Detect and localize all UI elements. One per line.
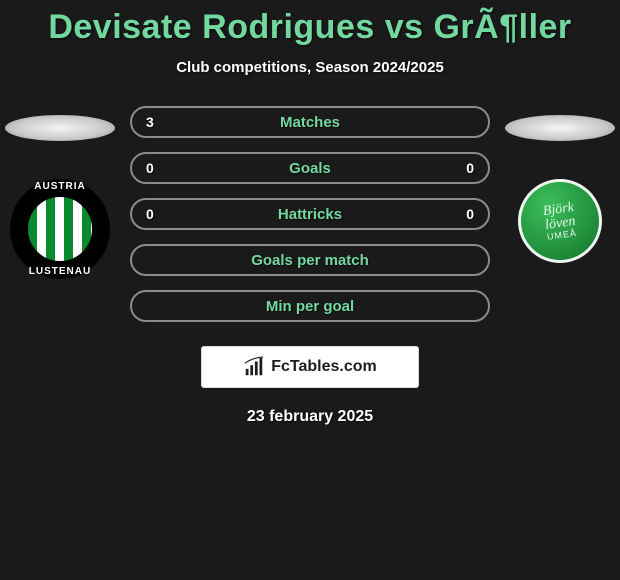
stat-row-hattricks: 0 Hattricks 0 <box>130 198 490 230</box>
page-title: Devisate Rodrigues vs GrÃ¶ller <box>0 8 620 47</box>
platform-disc-left <box>5 115 115 141</box>
stat-row-min-per-goal: Min per goal <box>130 290 490 322</box>
left-player-column: AUSTRIA LUSTENAU <box>0 115 120 279</box>
stat-left-value: 0 <box>146 160 154 176</box>
stat-label: Min per goal <box>266 298 354 315</box>
stats-list: 3 Matches 0 Goals 0 0 Hattricks 0 Goals … <box>130 106 490 322</box>
brand-text: FcTables.com <box>271 358 377 376</box>
date-text: 23 february 2025 <box>0 408 620 426</box>
bar-chart-icon <box>243 356 265 378</box>
stat-left-value: 3 <box>146 114 154 130</box>
stat-label: Matches <box>280 114 340 131</box>
stat-row-goals-per-match: Goals per match <box>130 244 490 276</box>
stat-row-matches: 3 Matches <box>130 106 490 138</box>
subtitle: Club competitions, Season 2024/2025 <box>0 59 620 76</box>
right-player-column: Björk löven UMEÅ <box>500 115 620 263</box>
stat-row-goals: 0 Goals 0 <box>130 152 490 184</box>
club-crest-left: AUSTRIA LUSTENAU <box>10 179 110 279</box>
crest-left-bottom-text: LUSTENAU <box>10 266 110 277</box>
stat-right-value: 0 <box>466 206 474 222</box>
club-crest-right: Björk löven UMEÅ <box>518 179 602 263</box>
stat-label: Goals per match <box>251 252 369 269</box>
platform-disc-right <box>505 115 615 141</box>
stat-left-value: 0 <box>146 206 154 222</box>
brand-badge: FcTables.com <box>201 346 419 388</box>
stat-right-value: 0 <box>466 160 474 176</box>
stat-label: Hattricks <box>278 206 342 223</box>
stat-label: Goals <box>289 160 331 177</box>
crest-left-top-text: AUSTRIA <box>10 181 110 192</box>
crest-right-line3: UMEÅ <box>546 228 577 241</box>
